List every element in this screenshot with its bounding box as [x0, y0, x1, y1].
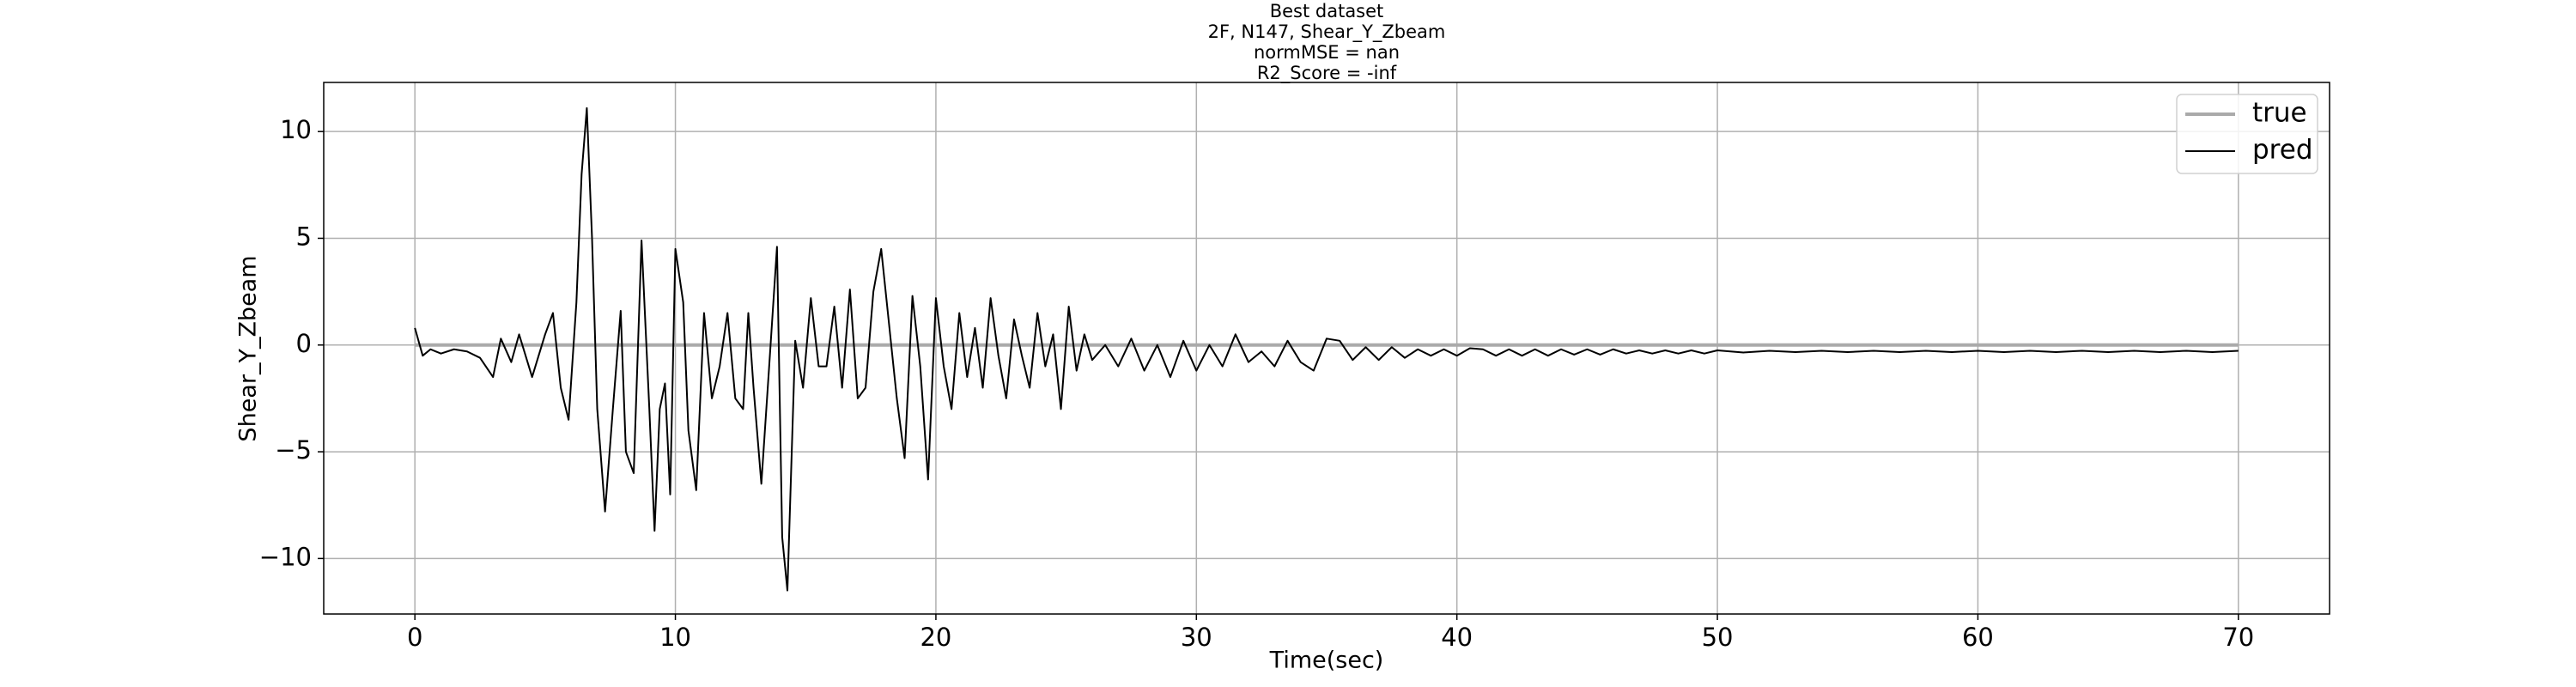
legend: true pred	[2176, 94, 2318, 174]
x-tick-label: 0	[407, 623, 422, 652]
x-tick-label: 10	[659, 623, 691, 652]
legend-label: pred	[2252, 135, 2313, 166]
y-tick-label: −10	[259, 542, 312, 571]
chart-title: R2_Score = -inf	[1257, 63, 1397, 84]
x-tick-label: 70	[2222, 623, 2254, 652]
y-tick-label: −5	[275, 435, 312, 465]
x-tick-label: 30	[1181, 623, 1212, 652]
x-tick-label: 50	[1702, 623, 1734, 652]
x-tick-label: 20	[920, 623, 951, 652]
x-axis-label: Time(sec)	[1269, 647, 1384, 674]
x-tick-label: 60	[1962, 623, 1994, 652]
y-axis-label: Shear_Y_Zbeam	[235, 255, 262, 441]
chart-title: normMSE = nan	[1254, 42, 1400, 63]
chart-title: 2F, N147, Shear_Y_Zbeam	[1208, 21, 1446, 43]
y-tick-label: 0	[296, 329, 312, 358]
y-tick-label: 10	[280, 115, 312, 144]
plot-frame	[323, 82, 2330, 615]
x-tick-label: 40	[1441, 623, 1473, 652]
legend-label: true	[2252, 98, 2307, 129]
series-line	[414, 106, 2239, 592]
chart-title: Best dataset	[1270, 1, 1384, 21]
y-tick-label: 5	[296, 222, 312, 251]
